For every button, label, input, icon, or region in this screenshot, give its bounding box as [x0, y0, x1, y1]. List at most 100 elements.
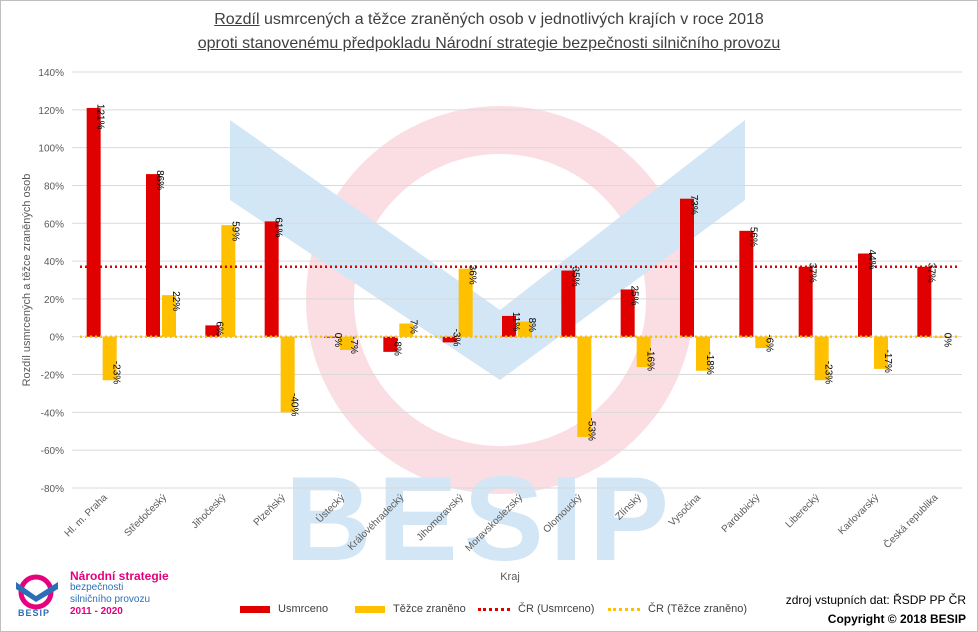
data-label: 22%: [170, 291, 181, 311]
bar-tezce-zraneno: [755, 336, 770, 349]
y-tick-label: 120%: [38, 106, 64, 117]
data-label: 0%: [941, 333, 952, 348]
chart-title-line1: Rozdíl usmrcených a těžce zraněných osob…: [0, 11, 978, 29]
logo-text: Národní strategie bezpečnosti silničního…: [70, 570, 169, 618]
y-tick-label: -40%: [41, 408, 64, 419]
data-label: -40%: [289, 393, 300, 416]
legend-dotline-red: [478, 607, 510, 611]
y-tick-label: 100%: [38, 144, 64, 155]
chart-title-rest: usmrcených a těžce zraněných osob v jedn…: [259, 11, 764, 28]
chart-title-underlined-word: Rozdíl: [214, 11, 260, 28]
bar-tezce-zraneno: [458, 268, 473, 337]
x-axis-title: Kraj: [500, 571, 520, 583]
data-label: 44%: [866, 250, 877, 270]
data-label: 7%: [407, 319, 418, 334]
data-label: 35%: [569, 267, 580, 287]
y-axis-title: Rozdíl usmrcených a těžce zraněných osob: [21, 174, 33, 387]
bar-tezce-zraneno: [518, 321, 532, 337]
data-label: 73%: [688, 195, 699, 215]
data-label: -16%: [645, 348, 656, 371]
logo-line2: bezpečnosti: [70, 582, 124, 593]
strategy-logo: BESIP Národní strategie bezpečnosti siln…: [14, 570, 184, 628]
y-tick-label: -80%: [41, 484, 64, 495]
bar-tezce-zraneno: [696, 336, 710, 371]
besip-logo-icon: [16, 574, 58, 610]
bar-usmrceno: [561, 270, 576, 337]
legend-swatch-yellow: [355, 605, 385, 613]
data-label: -6%: [763, 334, 774, 352]
x-category-label: Plzeňský: [252, 492, 288, 528]
y-tick-label: 140%: [38, 68, 64, 79]
x-category-label: Hl. m. Praha: [63, 492, 110, 539]
bar-tezce-zraneno: [340, 336, 354, 350]
legend-cr-tezce-zraneno: ČR (Těžce zraněno): [608, 603, 747, 615]
data-label: 6%: [213, 321, 224, 336]
legend-usmrceno: Usmrceno: [240, 603, 328, 615]
data-label: -23%: [823, 361, 834, 384]
y-tick-label: 0%: [50, 333, 65, 344]
data-label: -8%: [391, 338, 402, 356]
bar-usmrceno: [146, 174, 160, 337]
watermark-wing: [230, 120, 745, 380]
bar-usmrceno: [858, 253, 872, 337]
x-category-label: Liberecký: [784, 492, 822, 530]
bar-usmrceno: [917, 266, 932, 337]
bar-usmrceno: [383, 336, 398, 352]
data-label: 37%: [925, 263, 936, 283]
data-label: -17%: [882, 350, 893, 373]
x-category-label: Karlovarský: [836, 492, 881, 537]
data-label: 0%: [332, 333, 343, 348]
data-label: 86%: [154, 170, 165, 190]
y-tick-label: -60%: [41, 446, 64, 457]
legend-cr-usmrceno: ČR (Usmrceno): [478, 603, 594, 615]
y-tick-label: 40%: [44, 257, 64, 268]
data-label: -18%: [704, 351, 715, 374]
bar-tezce-zraneno: [221, 225, 236, 337]
legend-label-cr-usmrceno: ČR (Usmrceno): [518, 603, 595, 615]
bar-usmrceno: [739, 230, 754, 337]
y-tick-label: 60%: [44, 219, 64, 230]
data-label: 56%: [747, 227, 758, 247]
y-tick-label: -20%: [41, 371, 64, 382]
data-label: 37%: [807, 263, 818, 283]
bar-tezce-zraneno: [280, 336, 295, 413]
logo-title: Národní strategie: [70, 569, 169, 583]
data-label: -3%: [451, 329, 462, 347]
x-category-label: Pardubický: [720, 492, 763, 535]
bar-tezce-zraneno: [874, 336, 888, 369]
bar-usmrceno: [442, 336, 457, 343]
copyright-text: Copyright © 2018 BESIP: [827, 612, 966, 626]
legend-tezce-zraneno: Těžce zraněno: [355, 603, 466, 615]
besip-watermark: BESIP: [230, 106, 745, 586]
bar-tezce-zraneno: [399, 323, 414, 337]
watermark-ring: [306, 106, 694, 494]
data-label: -23%: [111, 361, 122, 384]
source-text: zdroj vstupních dat: ŘSDP PP ČR: [785, 593, 966, 607]
data-label: -53%: [585, 418, 596, 441]
data-label: 8%: [526, 318, 537, 333]
logo-brand: BESIP: [18, 608, 51, 618]
bar-usmrceno: [86, 107, 101, 337]
logo-years: 2011 - 2020: [70, 606, 123, 617]
legend-label-tezce-zraneno: Těžce zraněno: [393, 603, 466, 615]
data-label: 25%: [629, 285, 640, 305]
bar-usmrceno: [264, 221, 279, 337]
data-label: 36%: [467, 265, 478, 285]
data-label: 59%: [229, 221, 240, 241]
bar-tezce-zraneno: [636, 336, 651, 367]
legend-label-usmrceno: Usmrceno: [278, 603, 329, 615]
bar-usmrceno: [205, 325, 220, 337]
data-label: 61%: [273, 217, 284, 237]
watermark-text: BESIP: [285, 452, 675, 586]
bar-usmrceno: [798, 266, 813, 337]
bar-usmrceno: [620, 289, 635, 337]
logo-line3: silničního provozu: [70, 594, 151, 605]
bar-usmrceno: [502, 315, 516, 337]
chart-title-line2: oproti stanovenému předpokladu Národní s…: [197, 35, 781, 52]
data-label: 121%: [95, 104, 106, 130]
bar-tezce-zraneno: [577, 336, 592, 437]
bar-tezce-zraneno: [814, 336, 829, 381]
x-category-label: Středočeský: [122, 492, 169, 539]
legend-dotline-yellow: [608, 607, 640, 611]
